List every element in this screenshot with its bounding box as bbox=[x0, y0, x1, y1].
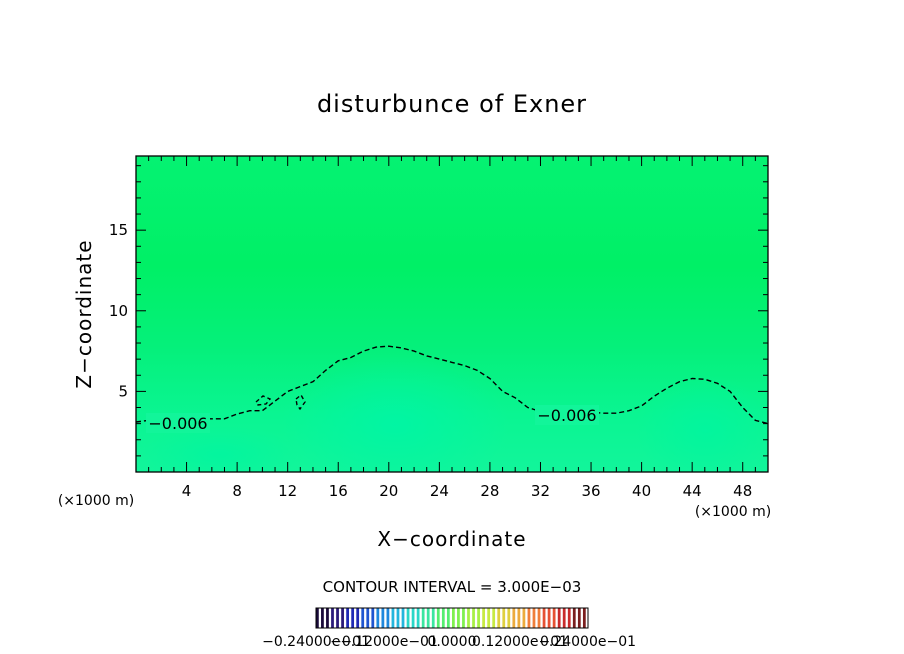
colorbar-swatch bbox=[441, 608, 445, 628]
x-tick-label: 36 bbox=[581, 482, 600, 500]
colorbar-swatch bbox=[416, 608, 420, 628]
colorbar-swatch bbox=[562, 608, 566, 628]
colorbar-swatch bbox=[366, 608, 370, 628]
colorbar-swatch bbox=[467, 608, 470, 628]
colorbar-swatch bbox=[431, 608, 435, 628]
colorbar-swatch bbox=[351, 608, 355, 628]
colorbar-swatch bbox=[527, 608, 531, 628]
colorbar-swatch bbox=[567, 608, 571, 628]
colorbar-swatch bbox=[341, 608, 344, 628]
x-tick-label: 48 bbox=[733, 482, 752, 500]
colorbar-swatch bbox=[361, 608, 365, 628]
colorbar-tick-label: 0.24000e−01 bbox=[540, 634, 636, 650]
colorbar-swatch bbox=[331, 608, 334, 628]
colorbar-swatch bbox=[426, 608, 430, 628]
colorbar-swatch bbox=[457, 608, 460, 628]
x-tick-label: 44 bbox=[683, 482, 702, 500]
field-blob-right bbox=[635, 375, 768, 472]
x-tick-label: 32 bbox=[531, 482, 550, 500]
colorbar-swatch bbox=[411, 608, 415, 628]
colorbar-swatch bbox=[452, 608, 455, 628]
x-tick-label: 12 bbox=[278, 482, 297, 500]
colorbar-swatch bbox=[346, 608, 349, 628]
colorbar-swatch bbox=[321, 608, 324, 628]
colorbar-swatch bbox=[502, 608, 506, 628]
colorbar-swatch bbox=[406, 608, 410, 628]
x-axis-label: X−coordinate bbox=[377, 527, 526, 551]
colorbar-swatch bbox=[517, 608, 521, 628]
colorbar-swatch bbox=[522, 608, 526, 628]
colorbar-swatch bbox=[482, 608, 485, 628]
colorbar-swatch bbox=[537, 608, 541, 628]
colorbar-frame bbox=[315, 607, 589, 629]
field-blob-left bbox=[140, 425, 300, 472]
x-axis: 4 8 12 16 20 24 28 32 36 40 44 48 bbox=[148, 156, 756, 500]
colorbar-swatch bbox=[386, 608, 390, 628]
y-tick-label: 15 bbox=[109, 221, 128, 239]
x-tick-label: 8 bbox=[232, 482, 242, 500]
x-tick-label: 24 bbox=[430, 482, 449, 500]
colorbar-tick-label: 0.12000e−01 bbox=[472, 634, 568, 650]
colorbar-swatch bbox=[462, 608, 465, 628]
colorbar-swatch bbox=[572, 608, 576, 628]
colorbar-swatch bbox=[557, 608, 561, 628]
colorbar-swatch bbox=[326, 608, 329, 628]
colorbar-swatch bbox=[376, 608, 380, 628]
colorbar-swatch bbox=[336, 608, 339, 628]
colorbar-swatch bbox=[477, 608, 480, 628]
label-mask-right bbox=[535, 405, 599, 425]
plot-area bbox=[136, 156, 768, 472]
contour-loop bbox=[255, 393, 306, 411]
colorbar-swatch bbox=[316, 608, 319, 628]
colorbar-tick-label: −0.24000e−01 bbox=[262, 634, 370, 650]
contour-label-left: −0.006 bbox=[148, 414, 207, 433]
colorbar bbox=[315, 607, 589, 629]
colorbar-swatch bbox=[436, 608, 440, 628]
colorbar-swatch bbox=[446, 608, 450, 628]
colorbar-swatch bbox=[542, 608, 546, 628]
colorbar-swatch bbox=[532, 608, 536, 628]
colorbar-swatch bbox=[497, 608, 501, 628]
y-tick-label: 10 bbox=[109, 302, 128, 320]
colorbar-swatch bbox=[487, 608, 491, 628]
colorbar-labels: −0.24000e−01−0.12000e−010.00000.12000e−0… bbox=[262, 634, 636, 650]
x-tick-label: 40 bbox=[632, 482, 651, 500]
colorbar-tick-label: −0.12000e−01 bbox=[330, 634, 438, 650]
colorbar-swatch bbox=[371, 608, 375, 628]
colorbar-swatch bbox=[401, 608, 405, 628]
colorbar-swatch bbox=[381, 608, 385, 628]
colorbar-tick-label: 0.0000 bbox=[428, 634, 477, 650]
label-mask-left bbox=[146, 413, 210, 433]
chart-title: disturbunce of Exner bbox=[317, 90, 587, 118]
x-tick-label: 4 bbox=[182, 482, 192, 500]
contour-label-right: −0.006 bbox=[537, 406, 596, 425]
colorbar-swatch bbox=[356, 608, 360, 628]
colorbar-swatch bbox=[507, 608, 511, 628]
y-axis-label: Z−coordinate bbox=[72, 239, 96, 388]
colorbar-swatch bbox=[391, 608, 395, 628]
x-unit-label-right: (×1000 m) bbox=[695, 504, 771, 520]
colorbar-swatch bbox=[472, 608, 475, 628]
colorbar-swatch bbox=[577, 608, 581, 628]
x-tick-label: 28 bbox=[480, 482, 499, 500]
colorbar-swatch bbox=[552, 608, 556, 628]
x-tick-label: 20 bbox=[379, 482, 398, 500]
colorbar-swatch bbox=[492, 608, 496, 628]
y-tick-label: 5 bbox=[118, 382, 128, 400]
x-unit-label-left: (×1000 m) bbox=[58, 493, 134, 509]
y-axis: 5 10 15 bbox=[109, 165, 768, 457]
field-blob-center bbox=[280, 355, 510, 472]
colorbar-swatch bbox=[512, 608, 516, 628]
colorbar-swatch bbox=[547, 608, 551, 628]
colorbar-swatch bbox=[396, 608, 400, 628]
x-tick-label: 16 bbox=[329, 482, 348, 500]
contour-interval-text: CONTOUR INTERVAL = 3.000E−03 bbox=[323, 578, 582, 596]
colorbar-swatch bbox=[421, 608, 425, 628]
contour-line bbox=[136, 345, 768, 425]
colorbar-swatch bbox=[582, 608, 586, 628]
